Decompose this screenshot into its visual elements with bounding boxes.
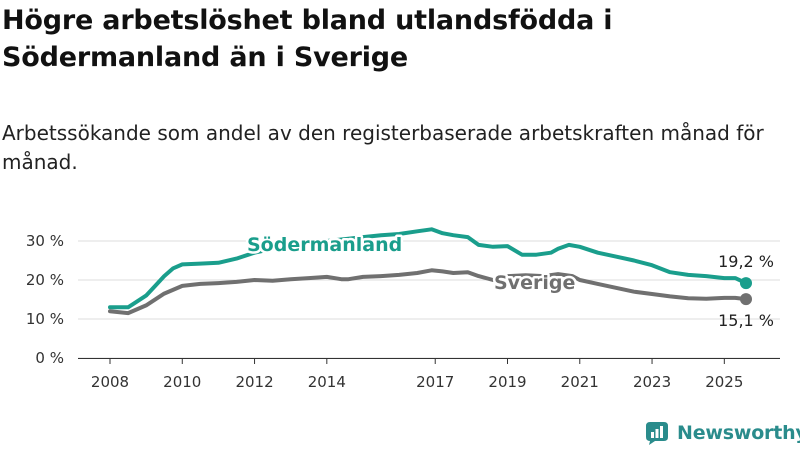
x-tick-label: 2008 [91,373,129,391]
series-label-sverige: Sverige [494,272,575,294]
y-tick-label: 20 % [26,271,64,289]
end-point-marker [740,277,752,290]
x-tick-label: 2019 [488,373,526,391]
end-label-sodermanland: 19,2 % [718,252,774,271]
series-line-sverige [108,268,748,316]
page-subtitle: Arbetssökande som andel av den registerb… [2,121,764,174]
x-tick-label: 2021 [561,373,599,391]
x-tick-label: 2014 [308,373,346,391]
brand-logo[interactable]: Newsworthy [644,419,800,447]
brand-name: Newsworthy [677,422,800,444]
end-point-marker [740,293,752,306]
y-tick-label: 0 % [35,349,64,367]
x-tick-label: 2025 [705,373,743,391]
newsworthy-logo-icon [646,422,668,445]
series-line-sodermanland [108,227,748,310]
y-tick-label: 30 % [26,232,64,250]
page-title: Högre arbetslöshet bland utlandsfödda i … [2,5,613,73]
x-tick-label: 2012 [235,373,273,391]
x-tick-label: 2017 [416,373,454,391]
series-label-sodermanland: Södermanland [247,234,402,256]
end-label-sverige: 15,1 % [718,311,774,330]
y-tick-label: 10 % [26,310,64,328]
x-tick-label: 2023 [633,373,671,391]
x-tick-label: 2010 [163,373,201,391]
